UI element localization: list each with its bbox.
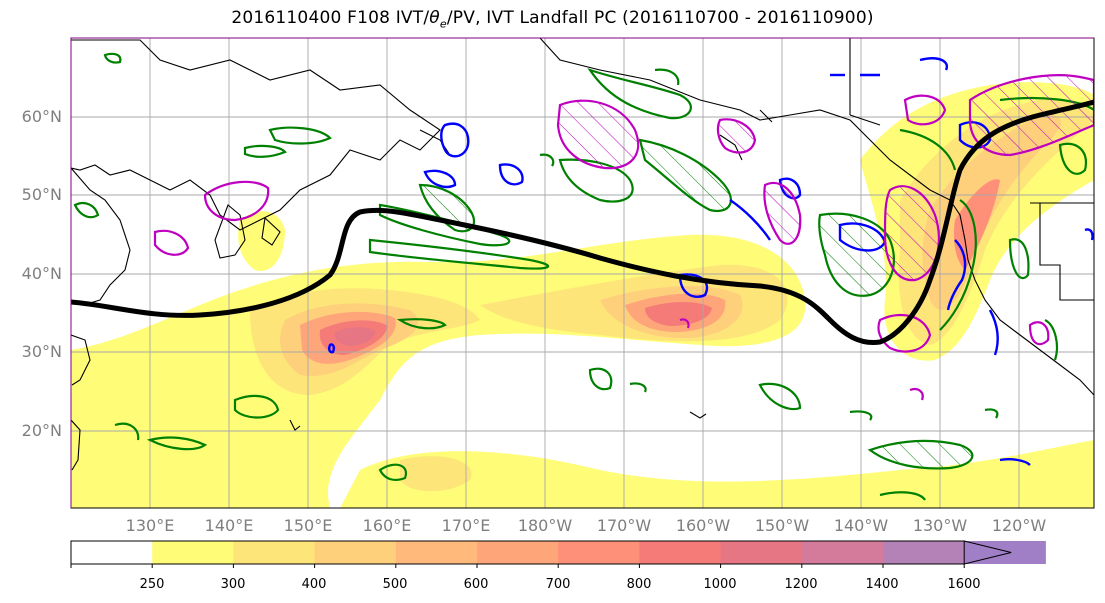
lon-label-130w: 130°W (912, 516, 968, 535)
lon-label-160e: 160°E (362, 516, 412, 535)
colorbar-segment (801, 541, 884, 564)
lat-label-50n: 50°N (21, 185, 62, 204)
theta-symbol: θ (429, 8, 440, 28)
colorbar-segment (395, 541, 478, 564)
theta-subscript: e (439, 17, 447, 31)
lon-label-120w: 120°W (991, 516, 1047, 535)
lon-label-140w: 140°W (833, 516, 889, 535)
colorbar-outline (70, 540, 965, 565)
pv-magenta-contours (153, 74, 1094, 401)
colorbar-tick-1600: 1600 (947, 577, 981, 592)
colorbar-tick-1200: 1200 (784, 577, 818, 592)
colorbar-segment (477, 541, 559, 564)
lat-label-60n: 60°N (21, 107, 62, 126)
colorbar-segment (152, 541, 234, 564)
colorbar-segment (314, 541, 397, 564)
lon-label-140e: 140°E (204, 516, 254, 535)
ivt-shading (71, 82, 1094, 508)
colorbar-segment (233, 541, 316, 564)
colorbar (70, 540, 1046, 568)
pv-blue-contours (328, 57, 1094, 466)
colorbar-segment (639, 541, 722, 564)
colorbar-tick-400: 400 (301, 577, 327, 592)
lon-label-180w: 180°W (517, 516, 573, 535)
lon-label-130e: 130°E (125, 516, 175, 535)
colorbar-segment (71, 541, 153, 564)
colorbar-segment (558, 541, 640, 564)
colorbar-tick-1000: 1000 (703, 577, 737, 592)
lon-label-150e: 150°E (283, 516, 333, 535)
lat-label-30n: 30°N (21, 342, 62, 361)
lon-label-170w: 170°W (596, 516, 652, 535)
coastlines (71, 38, 1094, 471)
colorbar-tick-500: 500 (382, 577, 408, 592)
lon-label-170e: 170°E (441, 516, 491, 535)
colorbar-tick-1400: 1400 (865, 577, 899, 592)
colorbar-tick-250: 250 (139, 577, 165, 592)
lon-label-150w: 150°W (754, 516, 810, 535)
lat-label-40n: 40°N (21, 264, 62, 283)
colorbar-tick-700: 700 (545, 577, 571, 592)
colorbar-segment (883, 541, 965, 564)
colorbar-tick-300: 300 (220, 577, 246, 592)
map-title: 2016110400 F108 IVT/θe/PV, IVT Landfall … (231, 8, 874, 31)
colorbar-extend-arrow (963, 540, 1012, 565)
lat-label-20n: 20°N (21, 421, 62, 440)
ivt-landfall-pc-line (71, 99, 1094, 346)
colorbar-tick-800: 800 (626, 577, 652, 592)
colorbar-segment (720, 541, 803, 564)
lon-label-160w: 160°W (675, 516, 731, 535)
colorbar-tick-600: 600 (463, 577, 489, 592)
